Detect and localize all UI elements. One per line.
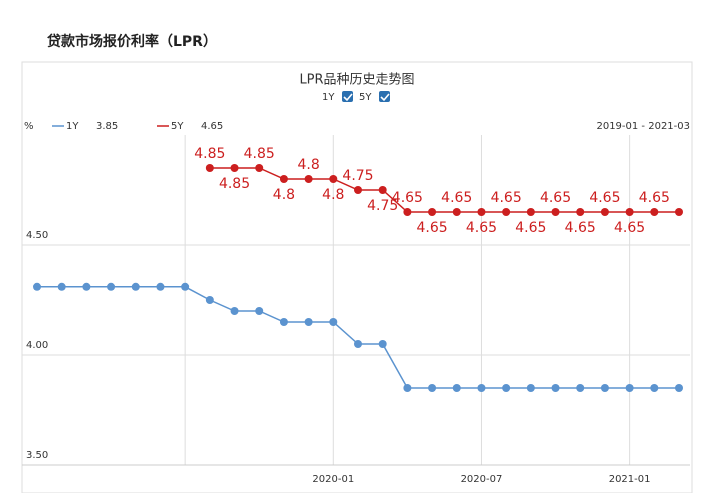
point [403,384,412,392]
point [255,307,264,315]
point [576,384,585,392]
data-label: 4.65 [639,190,670,206]
point [428,208,437,216]
point [181,282,190,291]
data-label: 4.85 [194,146,225,162]
point [675,208,683,216]
point [625,384,634,392]
page-title: 贷款市场报价利率（LPR） [47,33,217,50]
point [526,208,535,216]
point [255,164,264,172]
legend-name: 1Y [66,121,79,132]
data-label: 4.75 [367,198,398,214]
point [82,282,91,291]
checkmark [343,93,353,102]
data-label: 4.8 [322,187,344,203]
point [502,208,511,216]
point [230,164,239,172]
point [650,384,659,392]
point [625,208,634,216]
data-label: 4.65 [491,190,522,206]
x-tick-label: 2021-01 [609,474,651,485]
point [502,384,511,392]
point [156,282,165,291]
point [378,340,387,348]
data-label: 4.65 [515,220,546,236]
point [354,340,362,348]
legend-name: 5Y [171,121,184,132]
checkbox[interactable] [342,91,353,102]
legend-value: 3.85 [96,121,118,132]
data-label: 4.65 [565,220,596,236]
point [205,296,214,304]
point [600,384,609,392]
checkbox-label: 1Y [322,92,335,103]
point [131,282,140,291]
point [650,208,659,216]
data-label: 4.8 [273,187,295,203]
point [33,282,41,291]
data-label: 4.8 [297,157,319,173]
point [329,175,338,183]
x-tick-label: 2020-07 [461,474,503,485]
point [279,175,288,183]
data-label: 4.75 [342,168,373,184]
data-label: 4.85 [219,176,250,192]
range-label: 2019-01 - 2021-03 [596,121,690,132]
data-label: 4.65 [441,190,472,206]
point [230,307,239,315]
point [304,318,313,326]
chart-frame [21,61,693,494]
point [576,208,585,216]
point [551,384,560,392]
point [304,175,313,183]
data-label: 4.65 [392,190,423,206]
y-unit: % [24,121,34,132]
checkmark [380,93,390,102]
series-line [37,286,679,389]
point [279,318,288,326]
legend-value: 4.65 [201,121,223,132]
point [378,186,387,194]
point [428,384,437,392]
data-label: 4.65 [540,190,571,206]
data-label: 4.65 [589,190,620,206]
y-tick-label: 3.50 [26,450,48,461]
point [403,208,412,216]
point [205,164,214,172]
point [329,318,338,326]
point [551,208,560,216]
point [452,384,461,392]
data-label: 4.85 [244,146,275,162]
point [354,186,362,194]
data-label: 4.65 [614,220,645,236]
y-tick-label: 4.00 [26,340,48,351]
chart-title: LPR品种历史走势图 [299,72,414,88]
series-line [209,167,679,213]
point [57,282,66,291]
data-label: 4.65 [466,220,497,236]
checkbox-label: 5Y [359,92,372,103]
point [675,384,683,392]
point [452,208,461,216]
point [107,282,116,291]
point [526,384,535,392]
y-tick-label: 4.50 [26,230,48,241]
data-label: 4.65 [416,220,447,236]
point [600,208,609,216]
point [477,208,486,216]
checkbox[interactable] [379,91,390,102]
x-tick-label: 2020-01 [312,474,354,485]
point [477,384,486,392]
